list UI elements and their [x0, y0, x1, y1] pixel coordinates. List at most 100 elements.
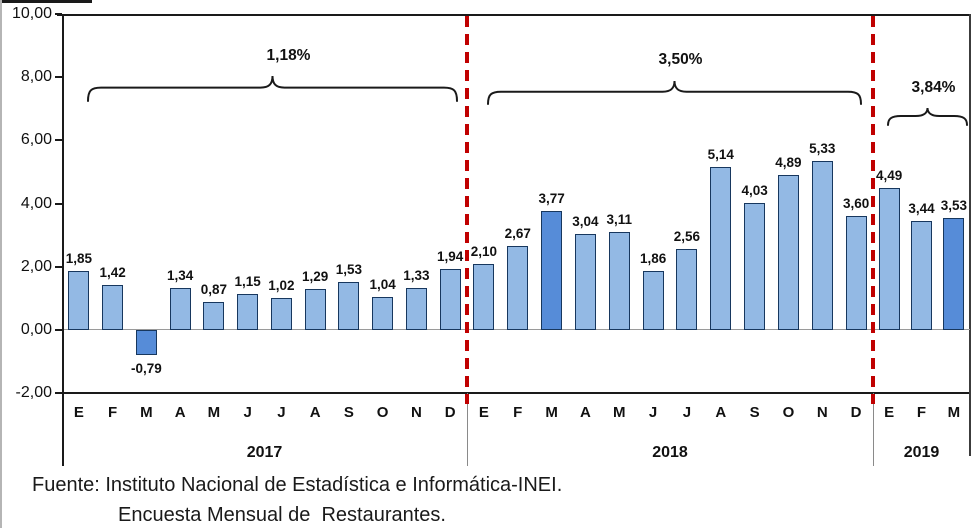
bar-2017-A3 [169, 287, 191, 330]
bar-2018-D11 [845, 216, 867, 330]
bar-2018-E0 [473, 263, 495, 330]
y-axis-tick-label: -2,00 [15, 384, 52, 401]
bar-2017-O9 [372, 296, 394, 330]
month-label: F [108, 404, 118, 421]
month-label: O [376, 404, 389, 421]
bar-2018-J5 [642, 271, 664, 330]
year-label: 2018 [652, 444, 688, 461]
bar-value-label: 3,11 [606, 211, 633, 227]
bar-2017-N10 [405, 287, 427, 330]
y-axis-tick-label: 6,00 [20, 131, 52, 149]
y-axis-tick [55, 76, 62, 79]
period-brace [87, 75, 458, 102]
bar-value-label: 3,77 [538, 190, 565, 206]
bar-2018-J6 [676, 248, 698, 330]
zero-gridline [64, 329, 970, 331]
bar-value-label: 4,03 [741, 182, 768, 198]
bar-value-label: 1,94 [436, 248, 464, 264]
bar-value-label: -0,79 [130, 360, 162, 376]
month-label: O [782, 404, 795, 421]
month-label: M [140, 404, 153, 421]
month-label: E [478, 404, 489, 421]
y-axis-tick [55, 265, 62, 268]
month-label: M [947, 404, 961, 421]
month-label: A [174, 404, 186, 421]
y-axis-tick-label: 8,00 [20, 68, 52, 86]
bar-value-label: 3,04 [572, 213, 599, 229]
bar-value-label: 0,87 [200, 282, 228, 298]
bar-value-label: 1,15 [234, 273, 261, 289]
month-label: J [682, 404, 692, 421]
left-edge-line [0, 0, 2, 528]
month-label: M [545, 404, 558, 421]
bar-2018-A7 [710, 167, 732, 330]
bar-2018-F1 [507, 245, 529, 330]
bar-value-label: 2,67 [504, 225, 531, 241]
month-label: N [410, 404, 422, 421]
bar-value-label: 1,53 [335, 261, 363, 277]
source-line-2: Encuesta Mensual de Restaurantes. [118, 504, 446, 526]
bar-2017-F1 [102, 284, 124, 330]
year-label: 2017 [246, 444, 283, 461]
bar-value-label: 2,10 [470, 243, 498, 259]
year-band-divider [466, 393, 468, 466]
bar-value-label: 1,29 [301, 269, 329, 285]
month-label: F [513, 404, 523, 421]
month-label: S [343, 404, 354, 421]
plot-right-border [969, 14, 971, 456]
month-label: J [648, 404, 658, 421]
month-label: J [277, 404, 286, 421]
month-label: M [612, 404, 626, 421]
bar-value-label: 3,53 [940, 198, 967, 214]
bar-value-label: 3,44 [908, 201, 935, 217]
period-percent-label: 3,84% [911, 79, 956, 96]
year-divider-dashed-line [871, 16, 875, 404]
bar-2017-S8 [338, 281, 360, 330]
month-label: E [73, 404, 84, 421]
period-brace [487, 80, 862, 105]
month-label: A [715, 404, 727, 421]
bar-2017-J6 [270, 297, 292, 330]
bar-2017-A7 [304, 289, 326, 330]
year-divider-dashed-line [465, 16, 469, 404]
bar-value-label: 1,02 [268, 277, 295, 293]
bar-2017-M2 [135, 329, 157, 355]
bar-value-label: 1,85 [65, 251, 93, 267]
y-axis-tick-label: 10,00 [11, 5, 52, 22]
bar-value-label: 3,60 [842, 196, 870, 212]
y-axis-tick-label: 4,00 [20, 194, 52, 212]
month-label: J [243, 404, 252, 421]
month-label: D [444, 404, 456, 421]
source-note: Fuente: Instituto Nacional de Estadístic… [32, 470, 562, 528]
bar-value-label: 4,89 [775, 155, 802, 171]
bar-2018-O9 [777, 175, 799, 330]
bar-value-label: 5,33 [809, 141, 836, 157]
y-axis-tick-label: 0,00 [20, 320, 52, 338]
month-label: D [850, 404, 862, 421]
bar-2018-M4 [608, 231, 630, 330]
bar-value-label: 1,33 [403, 267, 430, 283]
bar-value-label: 1,04 [369, 276, 396, 292]
bar-2017-M4 [203, 302, 225, 330]
plot-top-border [57, 14, 971, 16]
month-label: S [749, 404, 760, 421]
bar-2018-N10 [811, 161, 833, 330]
period-percent-label: 3,50% [658, 51, 703, 68]
y-axis-tick [55, 392, 62, 394]
period-percent-label: 1,18% [266, 47, 311, 64]
y-axis-tick [55, 13, 62, 15]
month-label: M [207, 404, 221, 421]
source-line-1: Fuente: Instituto Nacional de Estadístic… [32, 474, 563, 496]
y-axis-tick-label: 2,00 [20, 257, 52, 275]
month-label: E [884, 404, 895, 421]
y-axis-tick [55, 328, 62, 331]
bar-value-label: 1,86 [639, 251, 667, 267]
year-label: 2019 [903, 444, 940, 461]
year-band-divider [872, 393, 874, 466]
bar-2017-D11 [439, 268, 461, 330]
month-label: N [816, 404, 828, 421]
x-axis-line [62, 392, 971, 394]
bar-2017-E0 [68, 271, 90, 330]
